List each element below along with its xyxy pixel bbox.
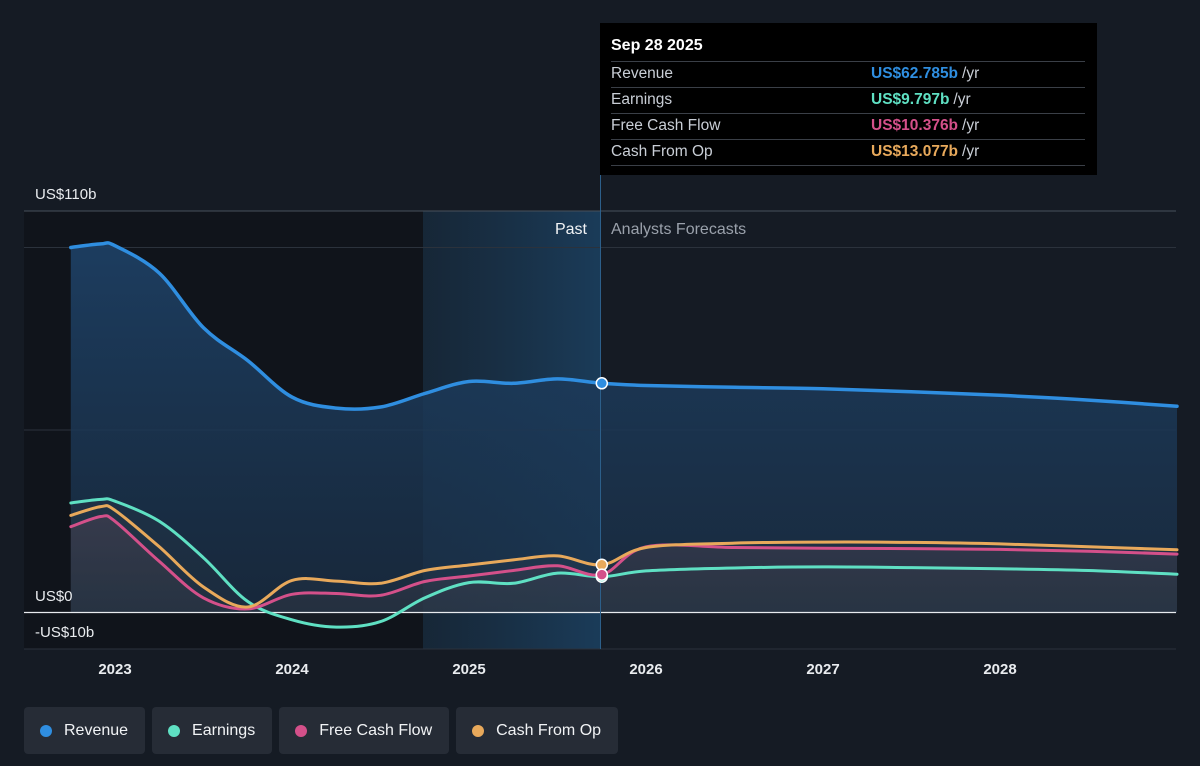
tooltip-row-label: Revenue [611, 65, 674, 82]
x-tick-label: 2023 [98, 661, 131, 678]
revenue-dot-icon [40, 724, 52, 737]
past-label: Past [555, 221, 588, 238]
tooltip-row-unit: /yr [962, 143, 980, 160]
tooltip-row-label: Free Cash Flow [611, 117, 721, 134]
tooltip-row-earnings: Earnings US$9.797b /yr [611, 88, 1085, 114]
tooltip-row-value: US$9.797b [871, 91, 950, 108]
free-cash-flow-dot-icon [295, 724, 308, 737]
revenue-line [69, 241, 1179, 411]
x-tick-label: 2026 [629, 661, 662, 678]
x-tick-label: 2027 [806, 661, 839, 678]
forecast-label: Analysts Forecasts [611, 221, 746, 238]
hover-markers [595, 377, 609, 583]
tooltip-row-value: US$10.376b [871, 117, 959, 134]
cash-from-op-line [69, 504, 1179, 609]
earnings-dot-icon [168, 724, 181, 737]
free-cash-flow-line [69, 514, 1179, 611]
revenue-area [70, 242, 1177, 613]
legend-item-revenue[interactable]: Revenue [24, 707, 146, 754]
tooltip-row-value: US$13.077b [871, 143, 959, 160]
tooltip-row-unit: /yr [962, 65, 980, 82]
free-cash-flow-area [70, 515, 1177, 613]
tooltip-row-label: Earnings [611, 91, 673, 108]
x-tick-label: 2024 [275, 661, 309, 678]
revenue-marker [595, 377, 609, 390]
tooltip-row-unit: /yr [953, 91, 971, 108]
tooltip-row-label: Cash From Op [611, 143, 713, 160]
legend-label: Earnings [192, 721, 256, 739]
x-tick-label: 2028 [983, 661, 1016, 678]
tooltip-row-value: US$62.785b [871, 65, 959, 82]
y-tick-label-zero: US$0 [35, 588, 73, 605]
legend-label: Revenue [64, 721, 129, 739]
free-cash-flow-marker [595, 568, 609, 581]
tooltip-row-unit: /yr [962, 117, 980, 134]
legend-label: Free Cash Flow [319, 721, 433, 739]
x-axis: 2023 2024 2025 2026 2027 2028 [98, 661, 1016, 678]
legend-item-earnings[interactable]: Earnings [152, 707, 273, 754]
legend-label: Cash From Op [496, 721, 602, 739]
y-tick-label-bottom: -US$10b [35, 624, 94, 641]
tooltip-row-revenue: Revenue US$62.785b /yr [611, 62, 1085, 88]
legend-item-free-cash-flow[interactable]: Free Cash Flow [279, 707, 450, 754]
tooltip: Sep 28 2025 Revenue US$62.785b /yr Earni… [600, 23, 1097, 175]
y-tick-label-top: US$110b [35, 186, 96, 203]
earnings-line [69, 497, 1179, 629]
tooltip-row-free-cash-flow: Free Cash Flow US$10.376b /yr [611, 114, 1085, 140]
series-lines [69, 241, 1179, 629]
tooltip-row-cash-from-op: Cash From Op US$13.077b /yr [611, 140, 1085, 166]
legend: Revenue Earnings Free Cash Flow Cash Fro… [24, 707, 619, 754]
legend-item-cash-from-op[interactable]: Cash From Op [456, 707, 619, 754]
x-tick-label: 2025 [452, 661, 485, 678]
tooltip-date: Sep 28 2025 [611, 35, 1085, 62]
cash-from-op-dot-icon [472, 724, 485, 737]
